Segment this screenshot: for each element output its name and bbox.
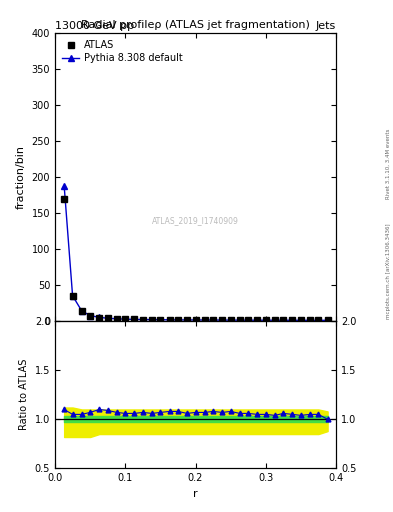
X-axis label: r: r: [193, 489, 198, 499]
Text: mcplots.cern.ch [arXiv:1306.3436]: mcplots.cern.ch [arXiv:1306.3436]: [386, 224, 391, 319]
Text: Rivet 3.1.10, 3.4M events: Rivet 3.1.10, 3.4M events: [386, 129, 391, 199]
Text: 13000 GeV pp: 13000 GeV pp: [55, 20, 134, 31]
Title: Radial profileρ (ATLAS jet fragmentation): Radial profileρ (ATLAS jet fragmentation…: [81, 20, 310, 30]
Text: Jets: Jets: [316, 20, 336, 31]
Legend: ATLAS, Pythia 8.308 default: ATLAS, Pythia 8.308 default: [60, 38, 185, 65]
Y-axis label: fraction/bin: fraction/bin: [16, 145, 26, 209]
Text: ATLAS_2019_I1740909: ATLAS_2019_I1740909: [152, 216, 239, 225]
Y-axis label: Ratio to ATLAS: Ratio to ATLAS: [19, 359, 29, 431]
